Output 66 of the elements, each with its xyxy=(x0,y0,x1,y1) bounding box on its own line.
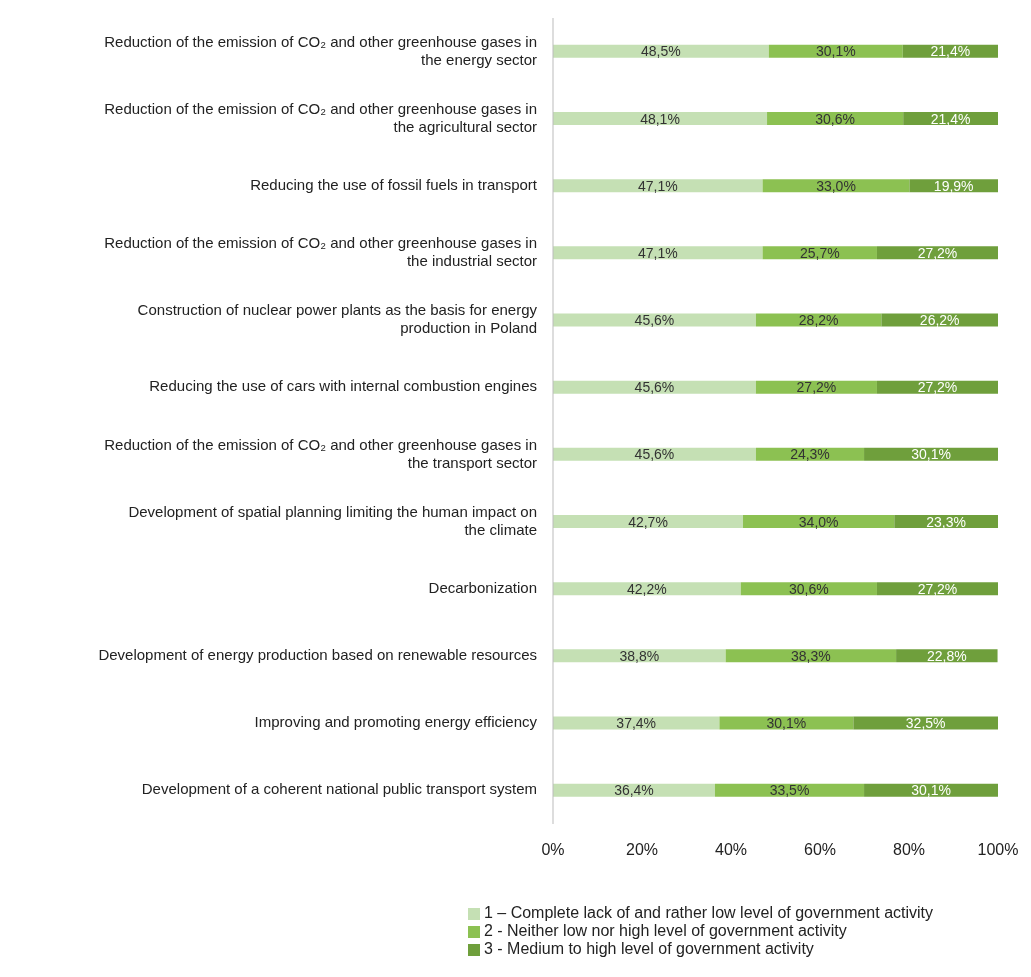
legend-label: 2 - Neither low nor high level of government activity xyxy=(483,922,847,939)
x-tick-label: 20% xyxy=(625,841,659,859)
bar xyxy=(553,380,756,394)
bar xyxy=(553,447,756,461)
data-label: 48,1% xyxy=(640,110,680,127)
data-label: 34,0% xyxy=(798,513,839,530)
bar xyxy=(553,582,741,596)
data-label: 45,6% xyxy=(634,312,675,328)
data-label: 33,0% xyxy=(816,177,856,194)
y-tick-label: Development of energy production based on renewable resources xyxy=(98,646,537,664)
data-label: 47,1% xyxy=(637,244,678,261)
y-tick-label: Construction of nuclear power plants as the basis for energy production in Poland xyxy=(137,301,538,337)
y-tick-label: Development of spatial planning limiting the human impact on the climate xyxy=(128,502,537,538)
bar xyxy=(553,179,763,193)
data-label: 48,5% xyxy=(641,43,681,60)
bar xyxy=(553,44,769,58)
y-tick-label: Reduction of the emission of CO₂ and other greenhouse gases in the agricultural sector xyxy=(104,99,537,135)
x-tick-label: 80% xyxy=(892,841,926,859)
y-tick-label: Reducing the use of fossil fuels in transport xyxy=(250,175,538,193)
bar xyxy=(553,313,756,327)
data-label: 27,2% xyxy=(796,379,837,396)
data-label: 30,6% xyxy=(815,110,855,127)
data-label: 27,2% xyxy=(917,580,958,597)
y-tick-label: Development of a coherent national public transport system xyxy=(141,780,537,798)
data-label: 26,2% xyxy=(919,312,960,328)
data-label: 38,8% xyxy=(619,647,660,664)
data-label: 19,9% xyxy=(933,177,974,194)
bar xyxy=(553,112,768,126)
data-label: 45,6% xyxy=(634,446,675,463)
data-label: 45,6% xyxy=(634,379,675,396)
data-label: 27,2% xyxy=(917,244,958,261)
data-label: 30,1% xyxy=(911,782,951,799)
data-label: 47,1% xyxy=(637,177,678,194)
y-tick-label: Decarbonization xyxy=(428,578,537,596)
data-label: 30,6% xyxy=(789,580,829,597)
x-tick-label: 0% xyxy=(541,841,565,859)
x-tick-label: 100% xyxy=(977,841,1019,859)
y-tick-label: Reduction of the emission of CO₂ and other greenhouse gases in the industrial sector xyxy=(104,234,537,270)
data-label: 21,4% xyxy=(930,43,971,60)
data-label: 25,7% xyxy=(799,244,840,261)
legend-label: 1 – Complete lack of and rather low level of government activity xyxy=(483,904,934,921)
data-label: 38,3% xyxy=(791,647,831,664)
data-label: 21,4% xyxy=(930,110,971,127)
data-label: 24,3% xyxy=(790,446,830,463)
data-label: 37,4% xyxy=(616,715,657,731)
y-tick-label: Reduction of the emission of CO₂ and other greenhouse gases in the energy sector xyxy=(104,32,537,68)
data-label: 36,4% xyxy=(614,782,654,799)
bar xyxy=(553,246,763,260)
x-tick-label: 40% xyxy=(714,841,748,859)
data-label: 42,2% xyxy=(627,580,667,597)
data-label: 27,2% xyxy=(917,379,958,396)
data-label: 28,2% xyxy=(798,312,839,328)
data-label: 23,3% xyxy=(926,513,967,530)
y-tick-label: Reducing the use of cars with internal combustion engines xyxy=(149,377,537,395)
data-label: 33,5% xyxy=(769,782,810,799)
data-label: 30,1% xyxy=(766,715,807,731)
data-label: 30,1% xyxy=(911,446,951,463)
data-label: 30,1% xyxy=(815,43,856,60)
x-tick-label: 60% xyxy=(803,841,837,859)
legend-label: 3 - Medium to high level of government activity xyxy=(483,940,814,957)
y-tick-label: Improving and promoting energy efficiency xyxy=(254,713,538,731)
bar xyxy=(553,515,744,529)
data-label: 32,5% xyxy=(905,715,946,731)
y-tick-label: Reduction of the emission of CO₂ and other greenhouse gases in the transport sector xyxy=(104,435,537,471)
data-label: 22,8% xyxy=(926,647,967,664)
data-label: 42,7% xyxy=(628,513,668,530)
